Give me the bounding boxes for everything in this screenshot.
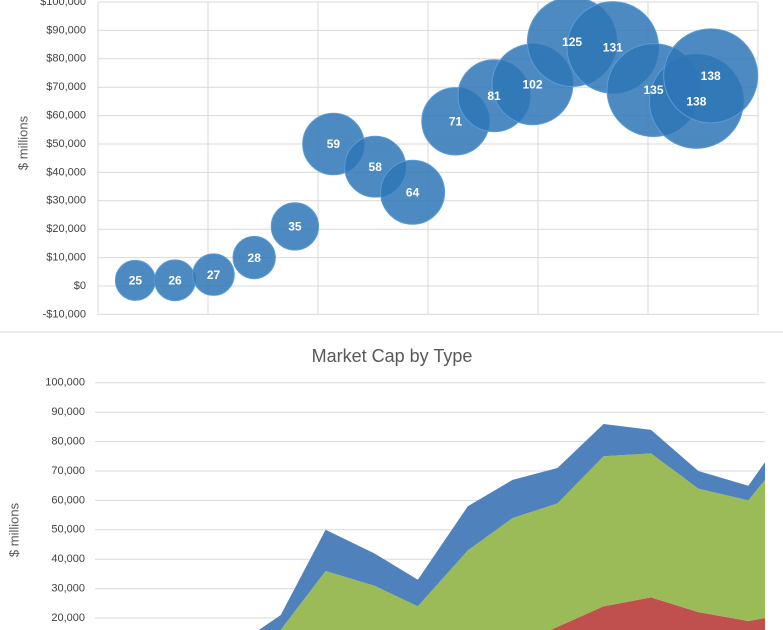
y-tick-label: 60,000 <box>51 494 85 506</box>
bubble <box>270 202 320 251</box>
y-tick-label: 90,000 <box>51 406 85 418</box>
y-tick-label: -$10,000 <box>43 308 86 320</box>
y-tick-label: $10,000 <box>46 252 86 264</box>
y-tick-label: 80,000 <box>51 436 85 448</box>
data-label: 25 <box>129 273 143 287</box>
y-tick-label: $70,000 <box>46 81 86 93</box>
chart-title: Market Cap by Type <box>312 346 473 366</box>
data-label: 27 <box>207 268 221 282</box>
data-label: 26 <box>168 273 182 287</box>
data-label: 64 <box>406 185 420 199</box>
data-label: 125 <box>562 35 582 49</box>
y-tick-label: $60,000 <box>46 110 86 122</box>
y-tick-label: $90,000 <box>46 24 86 36</box>
data-label: 71 <box>449 114 463 128</box>
y-tick-label: 50,000 <box>51 524 85 536</box>
y-tick-label: 20,000 <box>51 612 85 624</box>
bubble <box>192 253 235 296</box>
y-tick-label: 70,000 <box>51 465 85 477</box>
area <box>550 597 765 630</box>
bubble <box>380 159 446 225</box>
y-axis-label: $ millions <box>6 502 21 557</box>
data-label: 59 <box>327 137 341 151</box>
data-label: 35 <box>288 220 302 234</box>
bubble <box>232 235 276 280</box>
data-label: 102 <box>522 78 542 92</box>
data-label: 138 <box>701 69 721 83</box>
area <box>280 453 765 630</box>
data-label: 81 <box>487 89 501 103</box>
data-label: 131 <box>603 41 623 55</box>
y-tick-label: 100,000 <box>45 377 85 389</box>
y-tick-label: $20,000 <box>46 223 86 235</box>
y-tick-label: $0 <box>74 280 86 292</box>
y-tick-label: $30,000 <box>46 195 86 207</box>
data-label: 135 <box>643 83 663 97</box>
data-label: 28 <box>248 251 262 265</box>
y-tick-label: 30,000 <box>51 583 85 595</box>
y-tick-label: $100,000 <box>40 0 86 8</box>
data-label: 58 <box>369 160 383 174</box>
y-tick-label: $40,000 <box>46 166 86 178</box>
bubble <box>663 28 759 124</box>
area <box>258 423 765 630</box>
y-axis-label: $ millions <box>15 115 30 170</box>
y-tick-label: $50,000 <box>46 138 86 150</box>
y-tick-label: 40,000 <box>51 553 85 565</box>
y-tick-label: $80,000 <box>46 53 86 65</box>
data-label: 138 <box>686 95 706 109</box>
